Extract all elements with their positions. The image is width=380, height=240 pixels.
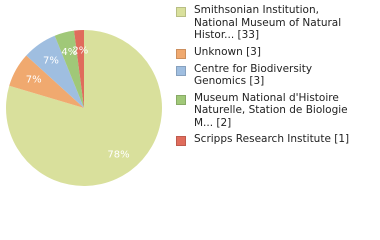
pie-slice xyxy=(54,30,84,108)
legend-label: Unknown [3] xyxy=(194,45,261,58)
slice-label: 7% xyxy=(26,75,42,86)
legend-item: Unknown [3] xyxy=(176,46,376,59)
legend-item: Smithsonian Institution, National Museum… xyxy=(176,4,376,42)
legend-label: Museum National d'Histoire Naturelle, St… xyxy=(194,91,348,129)
chart: 78%7%7%4%2% xyxy=(5,30,163,186)
pie-slice xyxy=(26,35,84,108)
pie-slice xyxy=(74,30,84,108)
legend-swatch xyxy=(176,136,186,146)
slice-label: 2% xyxy=(72,45,88,56)
legend-swatch xyxy=(176,7,186,17)
legend-item: Museum National d'Histoire Naturelle, St… xyxy=(176,92,376,130)
slice-label: 4% xyxy=(61,47,77,58)
legend-swatch xyxy=(176,94,186,105)
legend-swatch xyxy=(176,48,186,59)
legend: Smithsonian Institution, National Museum… xyxy=(176,4,376,146)
legend-item: Scripps Research Institute [1] xyxy=(176,133,376,146)
legend-label: Centre for Biodiversity Genomics [3] xyxy=(194,62,313,88)
slice-label: 78% xyxy=(107,149,129,160)
legend-label: Smithsonian Institution, National Museum… xyxy=(194,4,342,41)
legend-swatch xyxy=(176,65,186,76)
legend-item: Centre for Biodiversity Genomics [3] xyxy=(176,63,376,88)
slice-label: 7% xyxy=(43,56,59,67)
pie-slice xyxy=(9,55,84,108)
legend-label: Scripps Research Institute [1] xyxy=(194,133,350,145)
